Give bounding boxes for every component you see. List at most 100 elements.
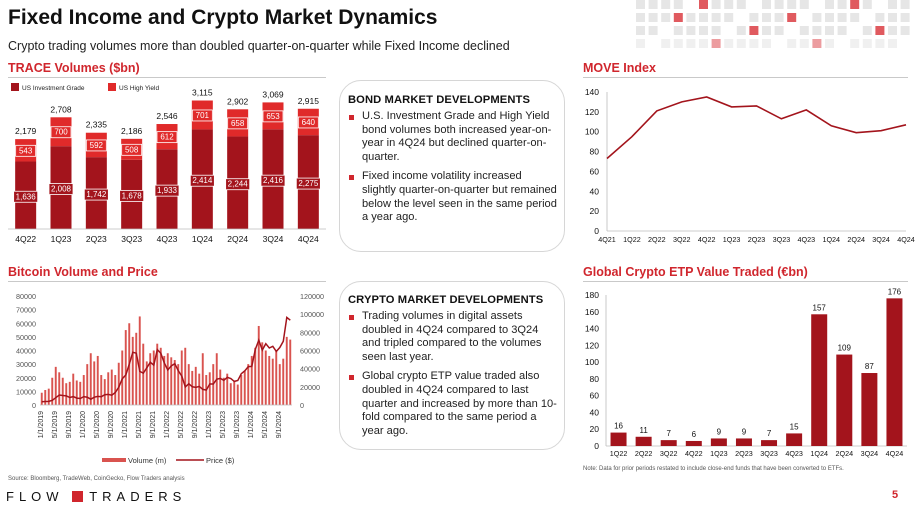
decorative-square — [724, 0, 734, 9]
volume-bar — [170, 357, 173, 405]
trace-volumes-chart: US Investment Grade US High Yield 1,636 543… — [8, 83, 326, 244]
x-tick-label: 2Q23 — [735, 449, 753, 458]
volume-bar — [229, 383, 232, 405]
data-label-bg — [225, 178, 251, 191]
x-tick-label: 4Q24 — [886, 449, 904, 458]
volume-bar — [40, 392, 43, 405]
legend-label: US High Yield — [119, 85, 159, 92]
y-tick-label: 100 — [585, 127, 599, 137]
volume-bar — [93, 361, 96, 405]
data-label-high-yield: 701 — [196, 111, 210, 120]
volume-bar — [110, 369, 113, 405]
x-tick-label: 1Q24 — [810, 449, 828, 458]
crypto-bullet: Global crypto ETP value traded also doub… — [346, 370, 558, 438]
data-label-bg — [191, 109, 213, 122]
decorative-square — [711, 0, 721, 9]
data-label-bg — [189, 174, 215, 187]
x-tick-label: 9/1/2022 — [192, 411, 199, 438]
decorative-square — [850, 13, 860, 22]
volume-bar — [261, 342, 264, 405]
decorative-square — [699, 13, 708, 22]
decorative-square — [888, 13, 897, 22]
decorative-square — [699, 39, 708, 48]
x-tick-label: 9/1/2019 — [66, 411, 73, 438]
x-tick-label: 3Q22 — [660, 449, 678, 458]
volume-bar — [264, 350, 267, 405]
x-tick-label: 4Q21 — [598, 235, 616, 244]
decorative-square — [862, 0, 872, 9]
decorative-square — [648, 13, 658, 22]
x-tick-label: 4Q23 — [785, 449, 803, 458]
decorative-square — [799, 39, 809, 48]
volume-bar — [278, 364, 281, 405]
volume-bar — [68, 381, 71, 405]
volume-bar — [208, 372, 211, 405]
decorative-square — [762, 13, 771, 22]
decorative-square — [825, 26, 834, 35]
y-left-tick-label: 20000 — [16, 374, 36, 383]
data-label-high-yield: 543 — [19, 146, 33, 155]
data-label-high-yield: 508 — [125, 145, 139, 154]
decorative-square — [774, 13, 784, 22]
y-left-tick-label: 80000 — [16, 292, 36, 301]
decorative-square — [699, 26, 708, 35]
volume-bar — [184, 347, 187, 405]
volume-bar — [86, 364, 89, 405]
volume-bar — [226, 373, 229, 405]
volume-bar — [82, 375, 85, 405]
x-tick-label: 3Q24 — [872, 235, 890, 244]
data-label-total: 2,708 — [50, 104, 72, 114]
volume-bar — [289, 339, 292, 405]
decorative-square — [736, 26, 746, 35]
data-label-high-yield: 653 — [266, 112, 280, 121]
decorative-square — [787, 0, 797, 9]
page-number: 5 — [892, 489, 899, 501]
bond-bullet: Fixed income volatility increased slight… — [346, 170, 558, 224]
x-tick-label: 4Q22 — [685, 449, 703, 458]
data-label-high-yield: 658 — [231, 119, 245, 128]
x-tick-label: 1/1/2023 — [206, 411, 213, 438]
decorative-square — [875, 13, 885, 22]
y-tick-label: 20 — [590, 424, 600, 434]
data-label: 16 — [614, 422, 623, 431]
x-tick-label: 1Q22 — [610, 449, 628, 458]
decorative-square — [636, 39, 645, 48]
volume-bar — [47, 388, 50, 405]
y-left-tick-label: 50000 — [16, 333, 36, 342]
decorative-square — [888, 39, 897, 48]
etp-bar — [710, 438, 727, 446]
x-tick-label: 9/1/2023 — [234, 411, 241, 438]
decorative-square — [812, 39, 822, 48]
data-label-bg — [48, 183, 74, 195]
decorative-square — [812, 13, 822, 22]
x-tick-label: 4Q22 — [15, 234, 36, 244]
data-label-high-yield: 592 — [90, 141, 104, 150]
move-line — [606, 96, 907, 160]
decorative-square — [736, 39, 746, 48]
price-line — [41, 315, 291, 403]
data-label: 109 — [838, 344, 852, 353]
volume-bar — [240, 375, 243, 405]
trace-title: TRACE Volumes ($bn) — [8, 61, 140, 75]
decorative-square — [787, 13, 797, 22]
volume-bar — [222, 377, 225, 405]
x-tick-label: 1Q23 — [710, 449, 728, 458]
volume-bar — [114, 375, 117, 405]
x-tick-label: 4Q22 — [698, 235, 716, 244]
data-label-investment-grade: 2,275 — [298, 179, 319, 188]
etp-bar — [635, 436, 652, 446]
decorative-square — [711, 26, 721, 35]
source-note: Source: Bloomberg, TradeWeb, CoinGecko, … — [8, 476, 185, 482]
y-right-tick-label: 80000 — [300, 328, 320, 337]
y-right-tick-label: 20000 — [300, 383, 320, 392]
bond-bullet: U.S. Investment Grade and High Yield bon… — [346, 110, 558, 164]
crypto-developments-box: CRYPTO MARKET DEVELOPMENTS Trading volum… — [339, 281, 565, 450]
decorative-square — [699, 0, 708, 9]
decorative-square — [673, 26, 683, 35]
y-left-tick-label: 30000 — [16, 360, 36, 369]
etp-bar — [761, 440, 778, 446]
decorative-square — [875, 39, 885, 48]
volume-bar — [145, 361, 148, 405]
page-subtitle: Crypto trading volumes more than doubled… — [8, 39, 510, 53]
y-tick-label: 140 — [585, 324, 599, 334]
